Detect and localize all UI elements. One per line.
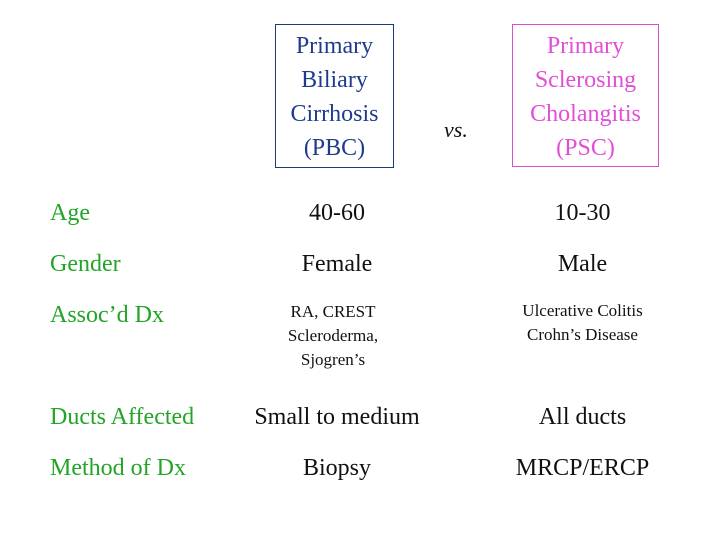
pbc-associated-dx-line: Scleroderma, xyxy=(287,326,379,345)
pbc-ducts-value: Small to medium xyxy=(254,404,420,430)
pbc-title-line: Biliary xyxy=(301,67,368,93)
pbc-gender-value: Female xyxy=(301,251,373,277)
versus-label: vs. xyxy=(444,117,468,142)
pbc-title-line: Primary xyxy=(295,33,374,59)
pbc-method-value: Biopsy xyxy=(302,455,371,481)
psc-header-box: Primary Sclerosing Cholangitis (PSC) xyxy=(512,24,659,167)
pbc-associated-dx-value: RA, CREST Scleroderma, Sjogren’s xyxy=(228,300,438,372)
pbc-title-line: Cirrhosis xyxy=(290,101,379,127)
row-label-age: Age xyxy=(50,200,90,226)
row-label-gender: Gender xyxy=(50,251,121,277)
psc-title-line: Cholangitis xyxy=(530,101,641,127)
row-label-ducts-affected: Ducts Affected xyxy=(50,404,195,430)
pbc-age-value: 40-60 xyxy=(309,200,365,226)
row-label-method-of-dx: Method of Dx xyxy=(50,455,186,481)
psc-ducts-value: All ducts xyxy=(538,404,627,430)
pbc-title-line: (PBC) xyxy=(303,135,366,161)
psc-title-line: Primary xyxy=(546,33,625,59)
psc-title-line: Sclerosing xyxy=(534,67,637,93)
psc-associated-dx-line: Ulcerative Colitis xyxy=(522,301,643,320)
pbc-header-box: Primary Biliary Cirrhosis (PBC) xyxy=(275,24,394,168)
psc-gender-value: Male xyxy=(557,251,608,277)
row-label-associated-dx: Assoc’d Dx xyxy=(50,302,164,328)
psc-age-value: 10-30 xyxy=(554,200,611,226)
pbc-associated-dx-line: RA, CREST xyxy=(290,302,376,321)
psc-associated-dx-value: Ulcerative Colitis Crohn’s Disease xyxy=(480,299,685,347)
psc-associated-dx-line: Crohn’s Disease xyxy=(527,325,638,344)
pbc-associated-dx-line: Sjogren’s xyxy=(300,350,366,369)
psc-title-line: (PSC) xyxy=(556,135,615,161)
psc-method-value: MRCP/ERCP xyxy=(515,455,650,481)
